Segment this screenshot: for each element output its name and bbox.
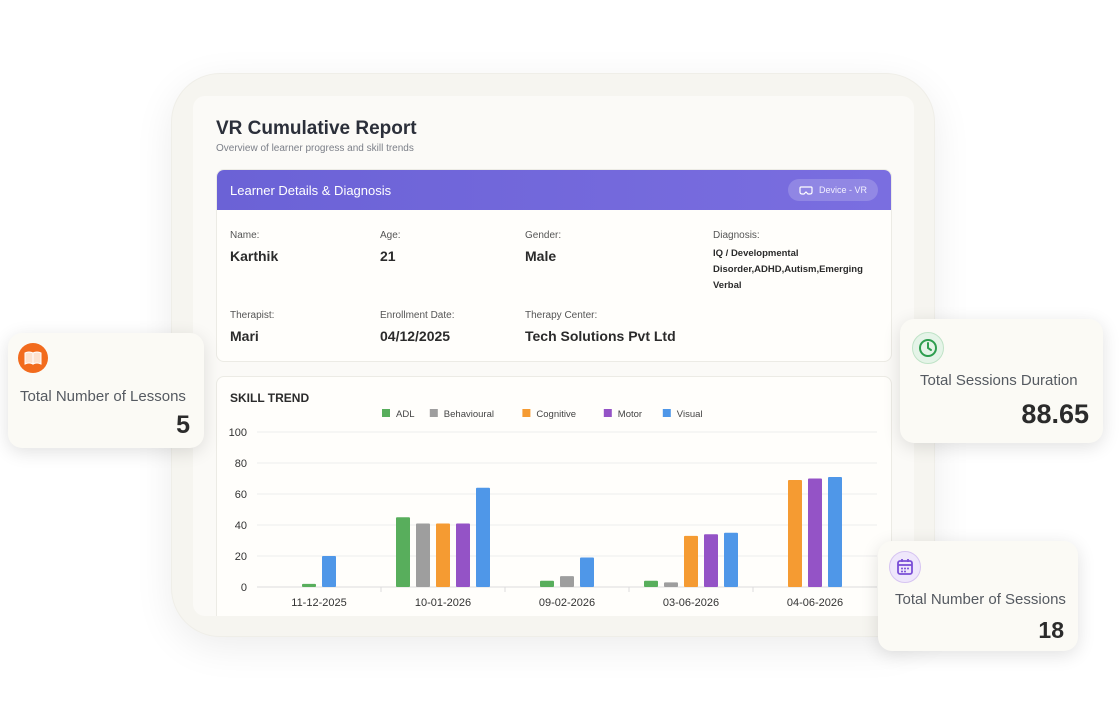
- learner-name: Karthik: [230, 248, 279, 264]
- legend-swatch: [662, 409, 671, 417]
- device-badge: Device - VR: [787, 179, 878, 201]
- device-label: Device - VR: [818, 185, 867, 195]
- field-label: Name:: [230, 230, 260, 241]
- bar-motor: [808, 478, 822, 587]
- y-tick-label: 80: [235, 458, 247, 470]
- bar-cognitive: [436, 523, 450, 587]
- bar-visual: [580, 557, 594, 587]
- page-subtitle: Overview of learner progress and skill t…: [216, 143, 414, 154]
- lessons-stat-card: Total Number of Lessons 5: [8, 333, 204, 448]
- field-therapy-center: Therapy Center: Tech Solutions Pvt Ltd: [525, 310, 676, 344]
- field-label: Gender:: [525, 230, 562, 241]
- y-tick-label: 0: [241, 582, 247, 594]
- field-label: Diagnosis:: [713, 230, 760, 241]
- sessions-stat-card: Total Number of Sessions 18: [878, 541, 1078, 651]
- duration-label: Total Sessions Duration: [920, 372, 1078, 389]
- bar-visual: [828, 476, 842, 587]
- book-icon: [18, 343, 48, 373]
- skill-trend-chart: 0 20 40 60 80 100 ADL Behavioural Cognitive Motor…: [229, 409, 877, 609]
- duration-value: 88.65: [1021, 399, 1089, 429]
- lessons-label: Total Number of Lessons: [20, 388, 186, 405]
- learner-fields: Name: Karthik Age: 21 Gender: Male Diagn…: [230, 230, 890, 355]
- legend-label: ADL: [396, 409, 414, 420]
- bar-visual: [724, 532, 738, 587]
- field-age: Age: 21: [380, 230, 401, 264]
- calendar-icon: [889, 551, 921, 583]
- bar-adl: [302, 583, 316, 587]
- field-therapist: Therapist: Mari: [230, 310, 274, 344]
- duration-stat-card: Total Sessions Duration 88.65: [900, 319, 1103, 443]
- learner-therapy-center: Tech Solutions Pvt Ltd: [525, 328, 676, 344]
- bar-visual: [476, 487, 490, 587]
- field-label: Enrollment Date:: [380, 310, 455, 321]
- learner-gender: Male: [525, 248, 557, 264]
- y-tick-label: 100: [229, 427, 247, 439]
- lessons-value: 5: [176, 411, 190, 439]
- field-diagnosis: Diagnosis: IQ / Developmental Disorder,A…: [713, 230, 883, 294]
- learner-therapist: Mari: [230, 328, 259, 344]
- field-gender: Gender: Male: [525, 230, 561, 264]
- bar-visual: [322, 556, 336, 587]
- learner-card-title: Learner Details & Diagnosis: [230, 182, 392, 198]
- bar-adl: [644, 580, 658, 587]
- learner-diagnosis: IQ / Developmental Disorder,ADHD,Autism,…: [713, 248, 863, 291]
- bar-behavioural: [560, 576, 574, 587]
- x-tick-label: 03-06-2026: [663, 597, 719, 609]
- bar-cognitive: [788, 480, 802, 587]
- bar-adl: [396, 517, 410, 587]
- learner-age: 21: [380, 248, 396, 264]
- legend-label: Visual: [677, 409, 703, 420]
- bar-motor: [456, 523, 470, 587]
- learner-card-header: Learner Details & Diagnosis Device - VR: [217, 170, 891, 210]
- bar-behavioural: [664, 582, 678, 587]
- field-label: Therapy Center:: [525, 310, 598, 321]
- clock-icon: [912, 332, 944, 364]
- x-tick-label: 04-06-2026: [787, 597, 843, 609]
- page-title: VR Cumulative Report: [216, 118, 417, 139]
- bar-behavioural: [416, 523, 430, 587]
- legend-swatch: [382, 409, 390, 417]
- bar-motor: [704, 534, 718, 587]
- field-label: Therapist:: [230, 310, 275, 321]
- y-tick-label: 60: [235, 489, 247, 501]
- learner-details-card: Learner Details & Diagnosis Device - VR …: [216, 169, 892, 362]
- y-tick-label: 40: [235, 520, 247, 532]
- report-screen: VR Cumulative Report Overview of learner…: [193, 96, 914, 616]
- legend-swatch: [603, 409, 612, 417]
- vr-headset-icon: [799, 185, 813, 195]
- bar-adl: [540, 580, 554, 587]
- legend-label: Motor: [618, 409, 642, 420]
- field-enrollment: Enrollment Date: 04/12/2025: [380, 310, 454, 344]
- skill-trend-card: SKILL TREND 0 20 40 60 80 100 ADL Behavioural Co…: [216, 376, 892, 616]
- x-tick-label: 09-02-2026: [539, 597, 595, 609]
- sessions-value: 18: [1038, 617, 1064, 643]
- y-tick-label: 20: [235, 551, 247, 563]
- legend-label: Cognitive: [536, 409, 576, 420]
- bar-cognitive: [684, 535, 698, 587]
- field-label: Age:: [380, 230, 401, 241]
- legend-swatch: [429, 409, 438, 417]
- learner-enrollment-date: 04/12/2025: [380, 328, 451, 344]
- sessions-label: Total Number of Sessions: [895, 591, 1066, 608]
- legend-label: Behavioural: [444, 409, 494, 420]
- chart-title: SKILL TREND: [230, 391, 310, 405]
- legend-swatch: [522, 409, 531, 417]
- x-tick-label: 10-01-2026: [415, 597, 471, 609]
- field-name: Name: Karthik: [230, 230, 278, 264]
- x-tick-label: 11-12-2025: [291, 597, 346, 609]
